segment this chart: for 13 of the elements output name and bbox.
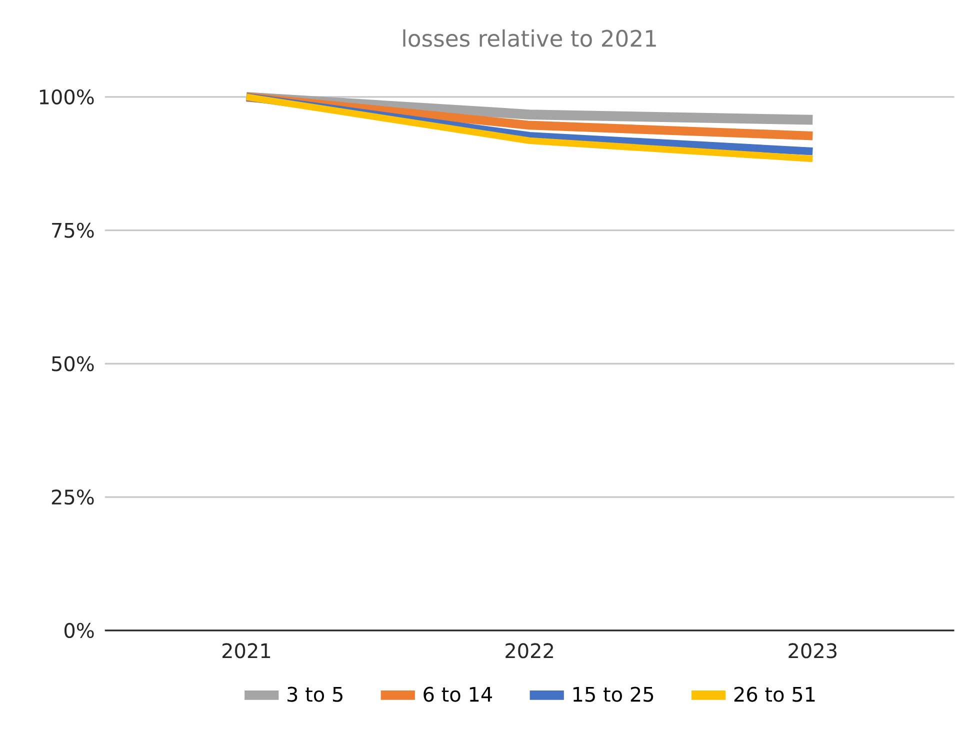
x-tick-label: 2022	[506, 642, 553, 658]
y-tick-label: 50%	[52, 356, 94, 372]
x-tick-label: 2021	[222, 642, 270, 658]
x-tick-label: 2023	[788, 642, 836, 658]
chart-title: losses relative to 2021	[403, 29, 656, 47]
legend-label: 6 to 14	[424, 686, 492, 702]
y-tick-label: 0%	[64, 622, 94, 638]
y-tick-label: 25%	[52, 489, 94, 504]
legend-label: 3 to 5	[288, 686, 342, 702]
y-tick-label: 100%	[40, 89, 94, 104]
legend-label: 15 to 25	[573, 686, 654, 702]
legend-label: 26 to 51	[734, 686, 815, 702]
y-tick-label: 75%	[52, 222, 94, 238]
